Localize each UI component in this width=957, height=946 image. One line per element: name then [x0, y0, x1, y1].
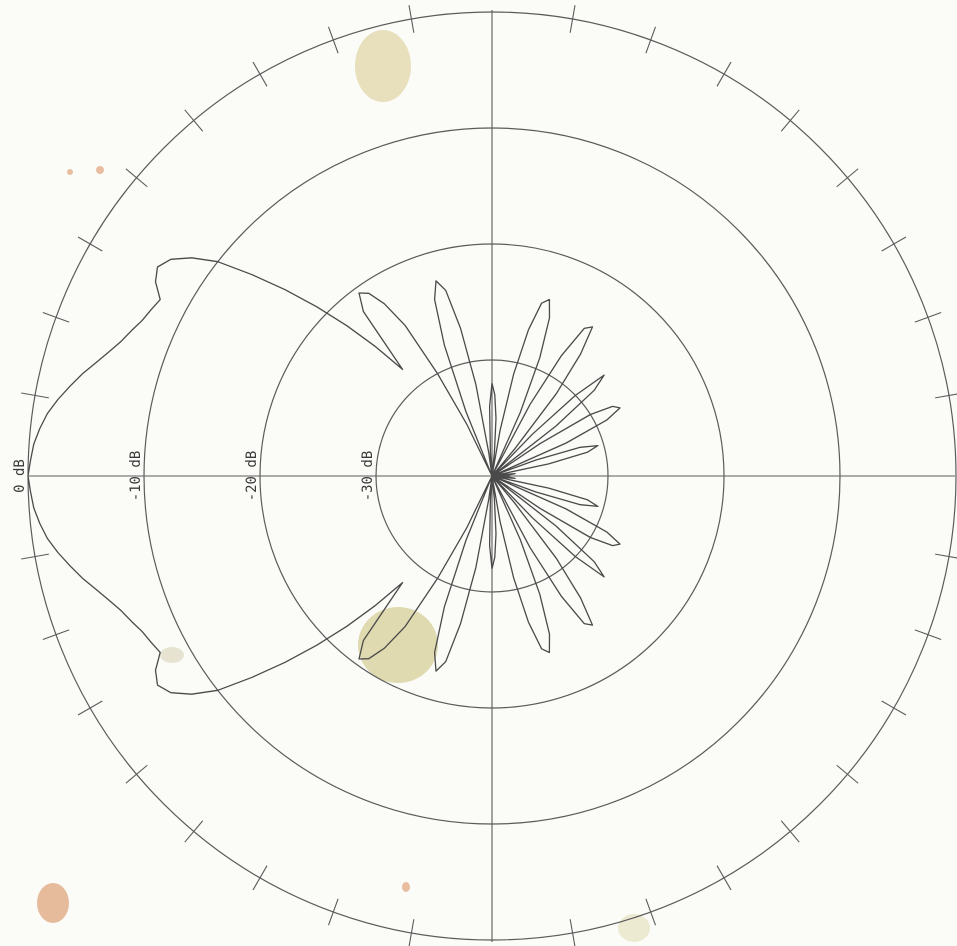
angle-tick — [935, 393, 957, 399]
angle-tick — [327, 898, 339, 926]
ring-label: -30 dB — [360, 451, 376, 502]
angle-tick — [42, 629, 70, 641]
angle-tick — [21, 392, 49, 399]
angle-tick — [408, 919, 415, 946]
angle-tick — [881, 236, 907, 252]
angular-tick-marks — [21, 5, 957, 946]
angle-tick — [914, 629, 942, 641]
ring-labels: 0 dB -10 dB -20 dB -30 dB — [12, 451, 376, 502]
angle-tick — [881, 700, 907, 716]
angle-tick — [125, 168, 148, 188]
angle-tick — [125, 764, 148, 784]
angle-tick — [77, 700, 103, 716]
radiation-pattern-curve — [27, 257, 621, 695]
angle-tick — [914, 311, 942, 323]
angle-tick — [780, 109, 800, 132]
angle-tick — [645, 26, 657, 54]
angle-tick — [252, 61, 268, 87]
angle-tick — [252, 865, 268, 891]
angle-tick — [77, 236, 103, 252]
angle-tick — [935, 553, 957, 559]
angle-tick — [836, 764, 859, 784]
angle-tick — [184, 820, 204, 843]
angle-tick — [836, 168, 859, 188]
angle-tick — [569, 5, 576, 33]
angle-tick — [42, 311, 70, 323]
angle-tick — [327, 26, 339, 54]
angle-tick — [21, 553, 49, 560]
paper-stains — [37, 30, 650, 942]
ring-label: -10 dB — [128, 451, 144, 502]
angle-tick — [645, 898, 657, 926]
angle-tick — [408, 5, 415, 33]
angle-tick — [716, 61, 732, 87]
angle-tick — [716, 865, 732, 891]
ring-label: -20 dB — [244, 451, 260, 502]
angle-tick — [184, 109, 204, 132]
ring-label: 0 dB — [12, 459, 28, 493]
angle-tick — [569, 919, 576, 946]
angle-tick — [780, 820, 800, 843]
